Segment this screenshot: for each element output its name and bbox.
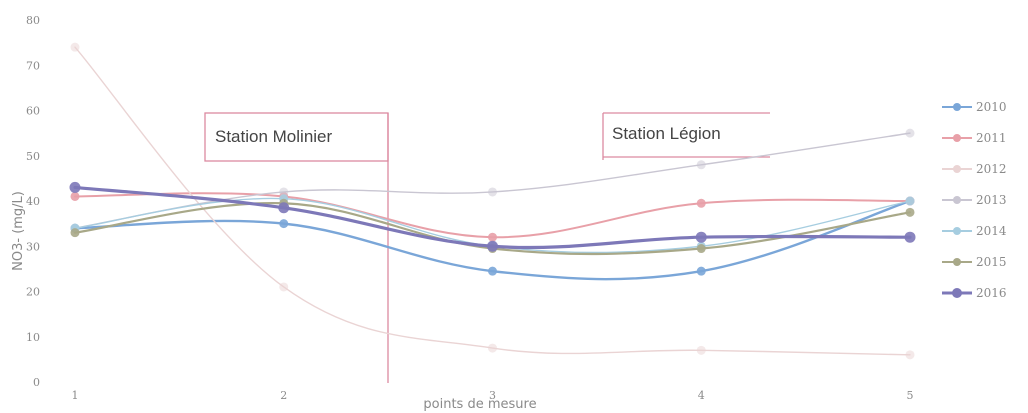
data-point-2013-4: [697, 160, 706, 169]
y-tick-label: 20: [26, 286, 40, 299]
data-point-2015-5: [906, 208, 915, 217]
data-point-2012-4: [697, 346, 706, 355]
legend-marker: [953, 103, 961, 111]
y-tick-label: 0: [33, 376, 40, 389]
series-2012: [71, 43, 915, 360]
legend-label: 2014: [976, 224, 1007, 238]
data-point-2010-2: [279, 219, 288, 228]
legend-item-2010: 2010: [942, 100, 1007, 114]
legend-item-2014: 2014: [942, 224, 1007, 238]
legend-label: 2013: [976, 193, 1007, 207]
data-point-2016-4: [696, 232, 707, 243]
y-tick-label: 40: [26, 195, 40, 208]
legend-label: 2010: [976, 100, 1007, 114]
y-tick-label: 70: [26, 59, 40, 72]
legend-label: 2016: [976, 286, 1007, 300]
data-point-2015-1: [71, 228, 80, 237]
legend-marker: [952, 288, 962, 298]
data-point-2011-3: [488, 233, 497, 242]
legend-item-2016: 2016: [942, 286, 1007, 300]
x-tick-label: 4: [698, 389, 705, 402]
legend-marker: [953, 258, 961, 266]
x-tick-label: 1: [72, 389, 79, 402]
y-tick-label: 80: [26, 14, 40, 27]
data-point-2012-2: [279, 282, 288, 291]
station-legion-label: Station Légion: [612, 124, 721, 143]
legend-label: 2012: [976, 162, 1007, 176]
data-point-2013-5: [906, 129, 915, 138]
data-point-2012-1: [71, 43, 80, 52]
y-tick-label: 30: [26, 240, 40, 253]
y-axis-title: NO3- (mg/L): [11, 191, 26, 271]
y-tick-label: 10: [26, 331, 40, 344]
data-point-2016-2: [278, 202, 289, 213]
y-tick-label: 50: [26, 150, 40, 163]
legend-item-2013: 2013: [942, 193, 1007, 207]
x-tick-label: 2: [280, 389, 287, 402]
data-point-2011-4: [697, 199, 706, 208]
data-point-2011-1: [71, 192, 80, 201]
y-tick-label: 60: [26, 105, 40, 118]
legend-marker: [953, 165, 961, 173]
legend-label: 2015: [976, 255, 1007, 269]
series-2013: [71, 129, 915, 233]
legend-item-2012: 2012: [942, 162, 1007, 176]
legend-marker: [953, 134, 961, 142]
data-point-2016-1: [70, 182, 81, 193]
data-point-2014-5: [906, 197, 915, 206]
data-point-2010-3: [488, 267, 497, 276]
data-point-2010-4: [697, 267, 706, 276]
legend-marker: [953, 227, 961, 235]
legend-item-2011: 2011: [942, 131, 1007, 145]
data-point-2016-3: [487, 241, 498, 252]
legend-marker: [953, 196, 961, 204]
data-point-2013-3: [488, 187, 497, 196]
x-axis-title: points de mesure: [423, 397, 536, 412]
legend-item-2015: 2015: [942, 255, 1007, 269]
data-point-2012-5: [906, 350, 915, 359]
data-point-2016-5: [905, 232, 916, 243]
station-molinier-label: Station Molinier: [215, 127, 333, 146]
series-line-2013: [75, 133, 910, 228]
data-point-2012-3: [488, 344, 497, 353]
x-tick-label: 5: [907, 389, 914, 402]
legend-label: 2011: [976, 131, 1007, 145]
data-point-2015-4: [697, 244, 706, 253]
